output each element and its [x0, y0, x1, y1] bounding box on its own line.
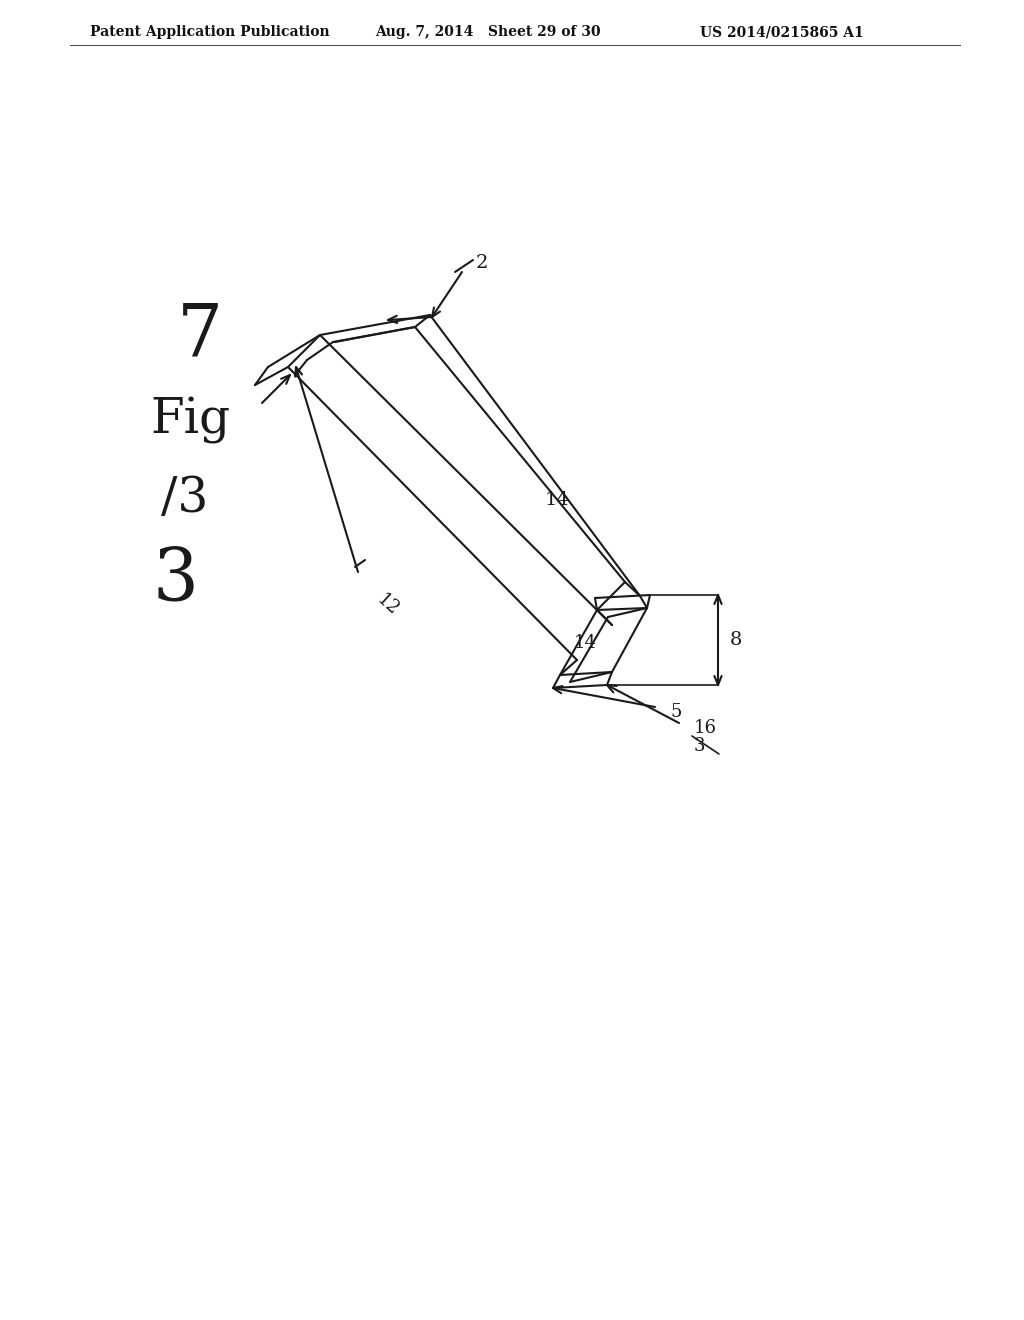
- Text: 7: 7: [177, 300, 223, 371]
- Text: Fig: Fig: [150, 396, 230, 444]
- Text: 16: 16: [694, 719, 717, 737]
- Text: 14: 14: [545, 491, 569, 510]
- Text: 5: 5: [670, 704, 681, 721]
- Text: 3: 3: [694, 737, 706, 755]
- Text: /3: /3: [162, 474, 209, 521]
- Text: Patent Application Publication: Patent Application Publication: [90, 25, 330, 40]
- Text: Aug. 7, 2014   Sheet 29 of 30: Aug. 7, 2014 Sheet 29 of 30: [375, 25, 601, 40]
- Text: US 2014/0215865 A1: US 2014/0215865 A1: [700, 25, 864, 40]
- Text: 8: 8: [730, 631, 742, 649]
- Text: 3: 3: [152, 545, 198, 615]
- Text: 12: 12: [374, 590, 402, 619]
- Text: 14: 14: [573, 634, 596, 652]
- Text: 2: 2: [476, 253, 488, 272]
